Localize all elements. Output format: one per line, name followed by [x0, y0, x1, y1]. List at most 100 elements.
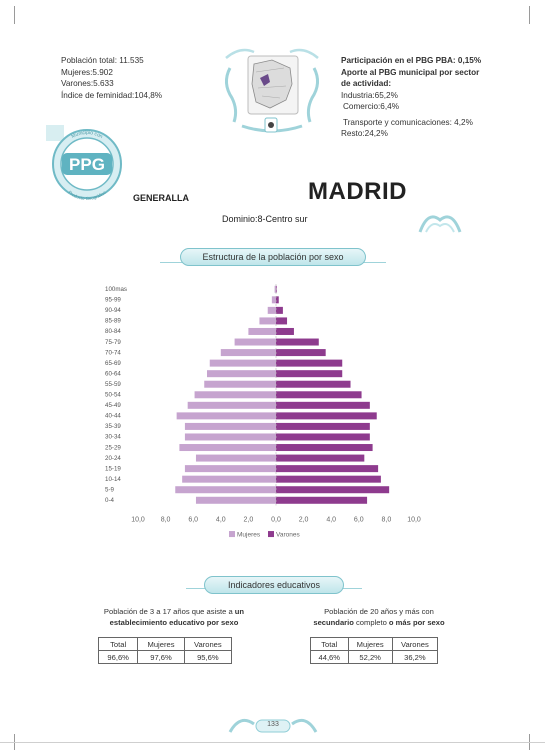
legend-label-mujeres: Mujeres: [237, 532, 261, 539]
edu-right-caption-2a: secundario: [313, 618, 354, 627]
age-group-label: 30-34: [105, 434, 121, 441]
sector-transporte: Transporte y comunicaciones: 4,2%: [343, 117, 473, 127]
age-group-label: 55-59: [105, 381, 121, 388]
bar-mujeres: [184, 422, 276, 430]
dominio-label: Dominio:8-Centro sur: [222, 214, 308, 224]
bar-varones: [276, 317, 288, 325]
bar-varones: [276, 327, 294, 335]
crop-mark-top-right: [516, 6, 530, 24]
bar-mujeres: [209, 359, 276, 367]
table-header-cell: Varones: [183, 637, 233, 651]
table-row: 44,6% 52,2% 36,2%: [310, 650, 439, 664]
edu-right-caption-2c: o más por sexo: [388, 618, 445, 627]
pbg-aporte-heading-1: Aporte al PBG municipal por sector: [341, 67, 480, 77]
bar-mujeres: [184, 465, 276, 473]
age-group-label: 25-29: [105, 444, 121, 451]
bar-mujeres: [194, 391, 276, 399]
age-group-label: 45-49: [105, 402, 121, 409]
legend-swatch-varones: [268, 531, 274, 538]
bar-varones: [276, 433, 370, 441]
edu-right-table: Total Mujeres Varones 44,6% 52,2% 36,2%: [310, 637, 439, 664]
crop-mark-top-left: [14, 6, 28, 24]
age-group-label: 20-24: [105, 455, 121, 462]
x-tick-label: 8,0: [161, 517, 171, 524]
sector-industria: Industria:65,2%: [341, 90, 398, 100]
stat-feminidad: Índice de feminidad:104,8%: [61, 90, 163, 100]
bar-varones: [276, 401, 370, 409]
edu-left-caption-2: establecimiento educativo por sexo: [109, 618, 239, 627]
bar-mujeres: [184, 433, 276, 441]
sector-resto: Resto:24,2%: [341, 129, 388, 138]
population-stats: Población total: 11.535 Mujeres:5.902 Va…: [61, 55, 162, 101]
bar-varones: [276, 412, 377, 420]
x-tick-label: 2,0: [244, 517, 254, 524]
edu-right-caption: Población de 20 años y más con secundari…: [294, 606, 464, 628]
pyramid-title: Estructura de la población por sexo: [180, 248, 366, 266]
municipality-title: MADRID: [308, 178, 407, 205]
bar-mujeres: [248, 327, 276, 335]
bar-varones: [276, 359, 343, 367]
age-group-label: 35-39: [105, 423, 121, 430]
neighbor-label: GENERALLA: [133, 193, 189, 203]
bar-varones: [276, 296, 279, 304]
bar-mujeres: [220, 349, 276, 357]
x-tick-label: 2,0: [299, 517, 309, 524]
legend-swatch-mujeres: [229, 531, 235, 538]
x-tick-label: 4,0: [326, 517, 336, 524]
table-header-cell: Mujeres: [347, 637, 393, 651]
edu-title: Indicadores educativos: [204, 576, 344, 594]
bar-varones: [276, 349, 326, 357]
bar-mujeres: [175, 486, 276, 494]
age-group-label: 15-19: [105, 465, 121, 472]
bar-mujeres: [182, 475, 276, 483]
edu-left-caption-1-bold: un: [234, 607, 245, 616]
bar-mujeres: [195, 454, 276, 462]
table-cell: 96,6%: [97, 650, 139, 664]
bar-mujeres: [207, 370, 276, 378]
bar-varones: [276, 486, 390, 494]
age-group-label: 10-14: [105, 476, 121, 483]
age-group-label: 5-9: [105, 486, 115, 493]
bar-varones: [276, 380, 351, 388]
table-cell: 52,2%: [347, 650, 393, 664]
edu-right-caption-1: Población de 20 años y más con: [324, 607, 434, 616]
edu-title-ribbon: Indicadores educativos: [186, 574, 362, 600]
footer-ornament: 133: [226, 712, 320, 738]
table-header-cell: Total: [310, 637, 349, 651]
bar-varones: [276, 306, 283, 314]
page-number: 133: [267, 721, 279, 728]
bar-mujeres: [179, 444, 276, 452]
bar-varones: [276, 444, 373, 452]
x-tick-label: 10,0: [131, 517, 145, 524]
age-group-label: 75-79: [105, 339, 121, 346]
bar-varones: [276, 391, 362, 399]
table-cell: 97,6%: [137, 650, 185, 664]
table-row: 96,6% 97,6% 95,6%: [97, 650, 233, 664]
legend-label-varones: Varones: [276, 532, 300, 539]
bar-varones: [276, 496, 368, 504]
bottom-rule: [0, 742, 545, 743]
bar-mujeres: [271, 296, 276, 304]
table-header-cell: Varones: [391, 637, 439, 651]
edu-right-caption-2b: completo: [353, 618, 389, 627]
pbg-aporte-heading-2: de actividad:: [341, 79, 392, 88]
x-tick-label: 8,0: [382, 517, 392, 524]
age-group-label: 70-74: [105, 349, 121, 356]
bar-mujeres: [204, 380, 276, 388]
x-tick-label: 6,0: [354, 517, 364, 524]
age-group-label: 100mas: [105, 286, 127, 293]
bar-mujeres: [176, 412, 276, 420]
pyramid-title-ribbon: Estructura de la población por sexo: [160, 244, 386, 270]
table-row: Total Mujeres Varones: [97, 637, 233, 651]
bar-varones: [276, 370, 343, 378]
bar-mujeres: [195, 496, 276, 504]
table-header-cell: Mujeres: [137, 637, 185, 651]
table-header-cell: Total: [97, 637, 139, 651]
ppg-badge: PPG Municipio con Producto Geográfico: [46, 125, 128, 203]
bar-varones: [276, 475, 381, 483]
edu-left-caption-1: Población de 3 a 17 años que asiste a: [103, 607, 235, 616]
edu-left-table: Total Mujeres Varones 96,6% 97,6% 95,6%: [97, 637, 233, 664]
age-group-label: 0-4: [105, 497, 115, 504]
x-tick-label: 6,0: [188, 517, 198, 524]
corner-ornament: [418, 206, 462, 236]
